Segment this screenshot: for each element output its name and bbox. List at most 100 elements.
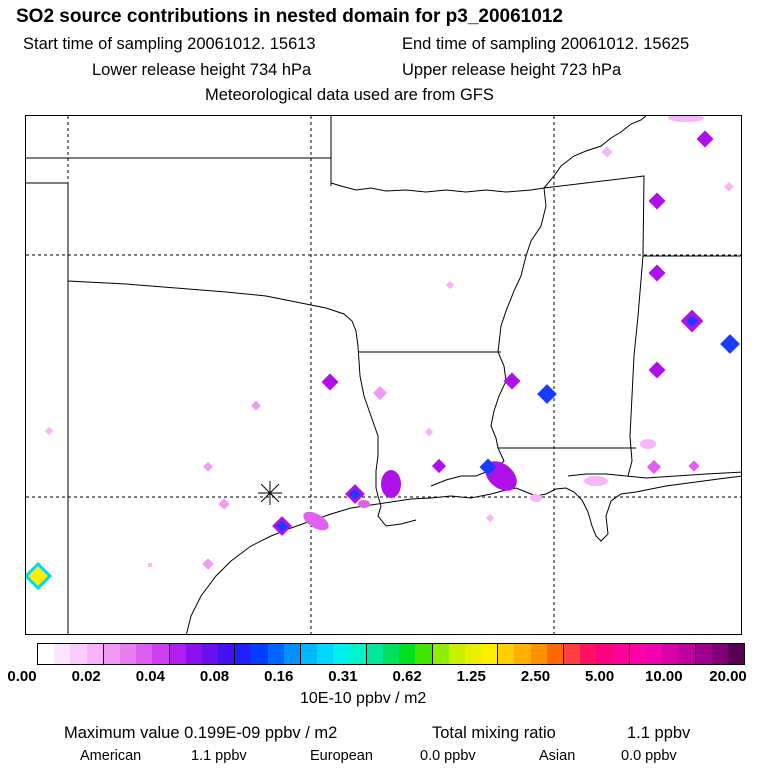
color-scale-segment <box>235 644 252 664</box>
border-line <box>357 345 379 497</box>
plume-cell <box>44 426 54 436</box>
color-scale-segment <box>333 644 350 664</box>
american-value: 1.1 ppbv <box>191 748 247 764</box>
plume-cell <box>648 192 666 210</box>
total-mixing-value: 1.1 ppbv <box>627 724 691 742</box>
grid-lines <box>26 116 741 634</box>
color-scale-segment <box>530 644 547 664</box>
lower-release-label: Lower release height 734 hPa <box>92 61 312 79</box>
plume-cell <box>668 116 704 122</box>
border-line <box>330 116 545 193</box>
color-scale-segment <box>251 644 268 664</box>
color-scale-segment <box>645 644 663 664</box>
plume-cell <box>696 130 714 148</box>
color-scale-segment <box>349 644 367 664</box>
color-scale-tick-label: 0.08 <box>199 668 230 685</box>
met-data-label: Meteorological data used are from GFS <box>205 86 494 104</box>
color-scale-segment <box>464 644 482 664</box>
plume-cell <box>358 500 370 508</box>
color-scale-segment <box>514 644 531 664</box>
total-mixing-label: Total mixing ratio <box>432 724 556 742</box>
color-scale-segment <box>432 644 449 664</box>
color-scale-tick-label: 2.50 <box>520 668 551 685</box>
color-scale-tick-label: 10.00 <box>645 668 683 685</box>
color-scale-segment <box>54 644 71 664</box>
coastline <box>185 475 741 634</box>
plume-cell <box>688 460 700 472</box>
plume-cell <box>584 476 608 486</box>
border-line <box>67 256 359 347</box>
start-time-label: Start time of sampling 20061012. 15613 <box>23 35 316 53</box>
asian-value: 0.0 ppbv <box>621 748 677 764</box>
color-scale-segment <box>185 644 202 664</box>
color-scale-segment <box>711 644 728 664</box>
plume-cell <box>424 427 434 437</box>
border-line <box>627 255 644 477</box>
plume-cell <box>648 264 666 282</box>
map-title: SO2 source contributions in nested domai… <box>16 6 563 27</box>
color-scale-segment <box>629 644 646 664</box>
color-scale-segment <box>152 644 170 664</box>
state-borders <box>26 116 741 634</box>
color-scale-segment <box>399 644 416 664</box>
plume-cell <box>148 563 152 567</box>
color-scale-tick-label: 0.02 <box>71 668 101 685</box>
color-scale-tick-label: 0.16 <box>264 668 294 685</box>
color-scale-tick-label: 0.62 <box>392 668 422 685</box>
plume-cell <box>431 458 447 474</box>
end-time-label: End time of sampling 20061012. 15625 <box>402 35 690 53</box>
plume-cell <box>381 470 401 498</box>
plume-cell <box>218 498 230 510</box>
color-scale-segment <box>382 644 400 664</box>
color-scale-segment <box>201 644 219 664</box>
border-line <box>567 471 741 479</box>
plume-cell <box>349 488 361 500</box>
american-label: American <box>80 748 142 764</box>
color-scale-segment <box>70 644 87 664</box>
max-value-label: Maximum value 0.199E-09 ppbv / m2 <box>64 724 338 742</box>
border-line <box>543 116 647 189</box>
plume-cell <box>640 439 656 449</box>
color-scale-tick-label: 0.31 <box>328 668 358 685</box>
plume-cell <box>202 558 214 570</box>
color-scale-segment <box>481 644 499 664</box>
color-scale-segment <box>564 644 581 664</box>
color-scale-segment <box>86 644 104 664</box>
color-scale-segment <box>448 644 465 664</box>
border-line <box>543 175 645 257</box>
color-scale-segment <box>498 644 515 664</box>
map-canvas <box>26 116 741 634</box>
color-scale-segment <box>169 644 186 664</box>
plume-cell <box>321 373 339 391</box>
color-scale-segment <box>218 644 236 664</box>
color-scale-segment <box>283 644 301 664</box>
asterisk-icon <box>258 481 282 505</box>
plume-cell <box>485 513 495 523</box>
color-scale-tick-label: 5.00 <box>585 668 615 685</box>
plume-cell <box>251 400 261 411</box>
color-scale-segment <box>546 644 564 664</box>
color-scale-bar <box>37 643 745 665</box>
color-scale-segment <box>119 644 137 664</box>
plume-cell <box>203 461 213 472</box>
color-scale-tick-label: 0.04 <box>135 668 165 685</box>
plume-cell <box>479 458 497 476</box>
color-scale-segment <box>38 644 55 664</box>
river-line <box>377 495 417 527</box>
color-scale-segment <box>317 644 334 664</box>
plume-cell <box>646 459 662 475</box>
european-label: European <box>310 748 373 764</box>
map-panel[interactable] <box>25 115 742 635</box>
plume-cell <box>537 384 557 404</box>
color-scale-tick-label: 1.25 <box>456 668 486 685</box>
border-line <box>497 187 547 353</box>
color-scale-segment <box>727 644 745 664</box>
european-value: 0.0 ppbv <box>420 748 476 764</box>
color-scale-segment <box>301 644 318 664</box>
plume-cell <box>503 372 521 390</box>
plume-cell <box>724 181 734 192</box>
color-scale-segment <box>103 644 120 664</box>
units-label: 10E-10 ppbv / m2 <box>300 690 427 707</box>
color-scale-segment <box>415 644 433 664</box>
color-scale-tick-label: 0.00 <box>7 668 37 685</box>
